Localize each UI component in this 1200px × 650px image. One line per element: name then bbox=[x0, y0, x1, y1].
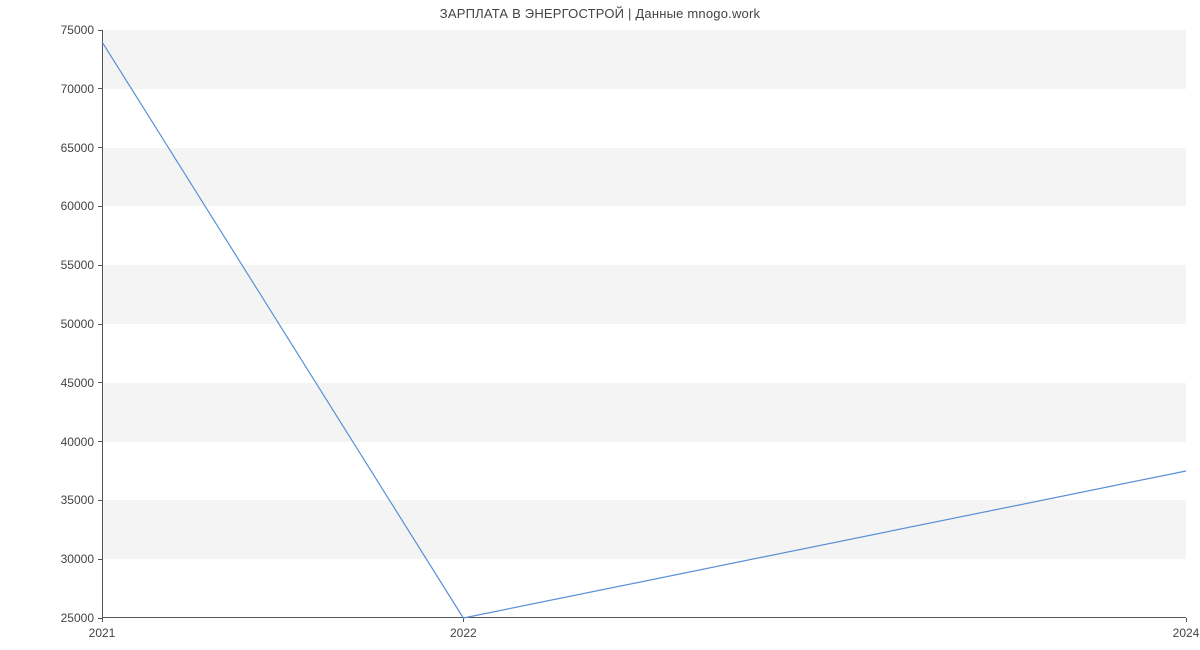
plot-area: 2500030000350004000045000500005500060000… bbox=[102, 30, 1186, 618]
y-tick-label: 35000 bbox=[61, 493, 94, 507]
series-layer bbox=[102, 30, 1186, 618]
line-series-salary bbox=[102, 42, 1186, 618]
x-tick-label: 2022 bbox=[450, 626, 477, 640]
y-tick-label: 70000 bbox=[61, 82, 94, 96]
y-tick-label: 50000 bbox=[61, 317, 94, 331]
chart-title: ЗАРПЛАТА В ЭНЕРГОСТРОЙ | Данные mnogo.wo… bbox=[0, 6, 1200, 21]
x-tick-label: 2021 bbox=[89, 626, 116, 640]
y-tick-label: 45000 bbox=[61, 376, 94, 390]
x-tick-mark bbox=[102, 618, 103, 622]
x-tick-mark bbox=[1186, 618, 1187, 622]
x-tick-label: 2024 bbox=[1173, 626, 1200, 640]
y-tick-label: 65000 bbox=[61, 141, 94, 155]
y-tick-label: 25000 bbox=[61, 611, 94, 625]
y-tick-label: 60000 bbox=[61, 199, 94, 213]
y-tick-label: 75000 bbox=[61, 23, 94, 37]
y-tick-label: 30000 bbox=[61, 552, 94, 566]
y-tick-label: 40000 bbox=[61, 435, 94, 449]
y-tick-label: 55000 bbox=[61, 258, 94, 272]
